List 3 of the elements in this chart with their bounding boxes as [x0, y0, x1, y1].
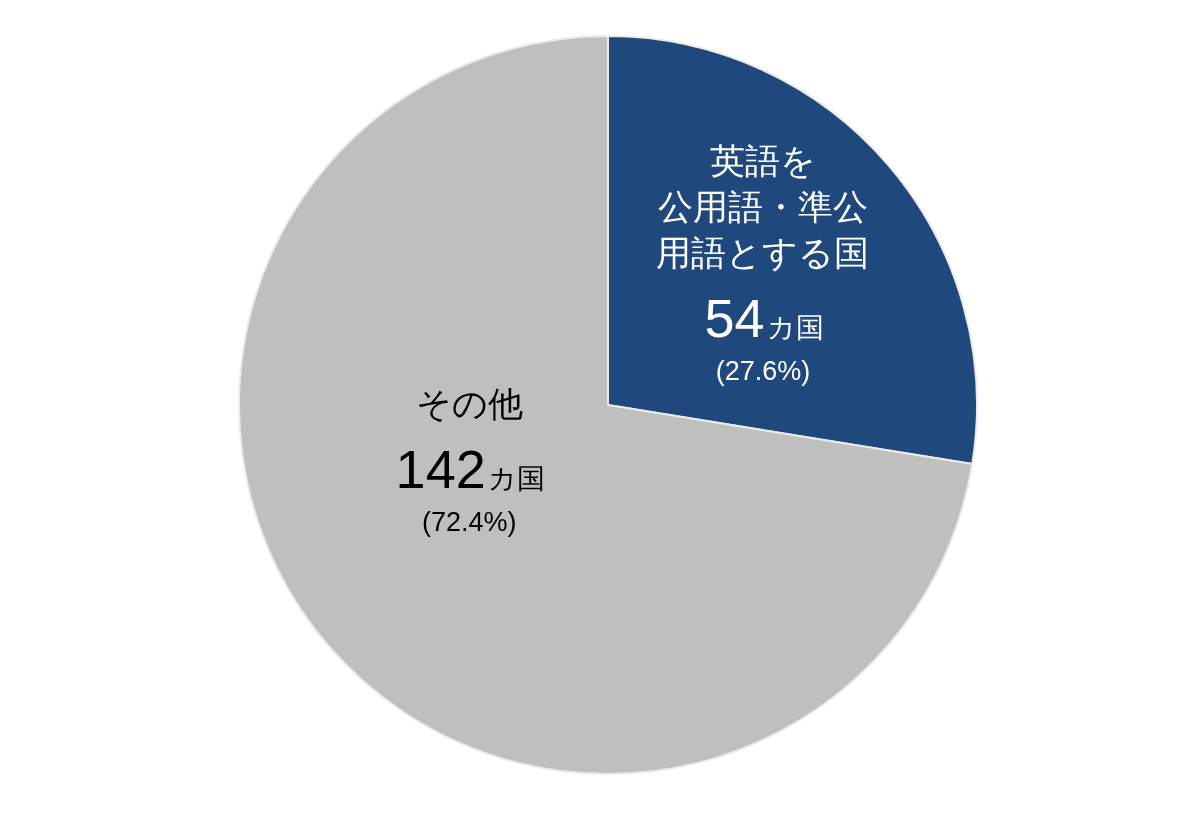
data-label: 54カ国 (27.6%)	[704, 287, 824, 387]
slice-label: その他	[415, 384, 523, 424]
slice-label: 英語を公用語・準公用語とする国	[656, 141, 870, 273]
